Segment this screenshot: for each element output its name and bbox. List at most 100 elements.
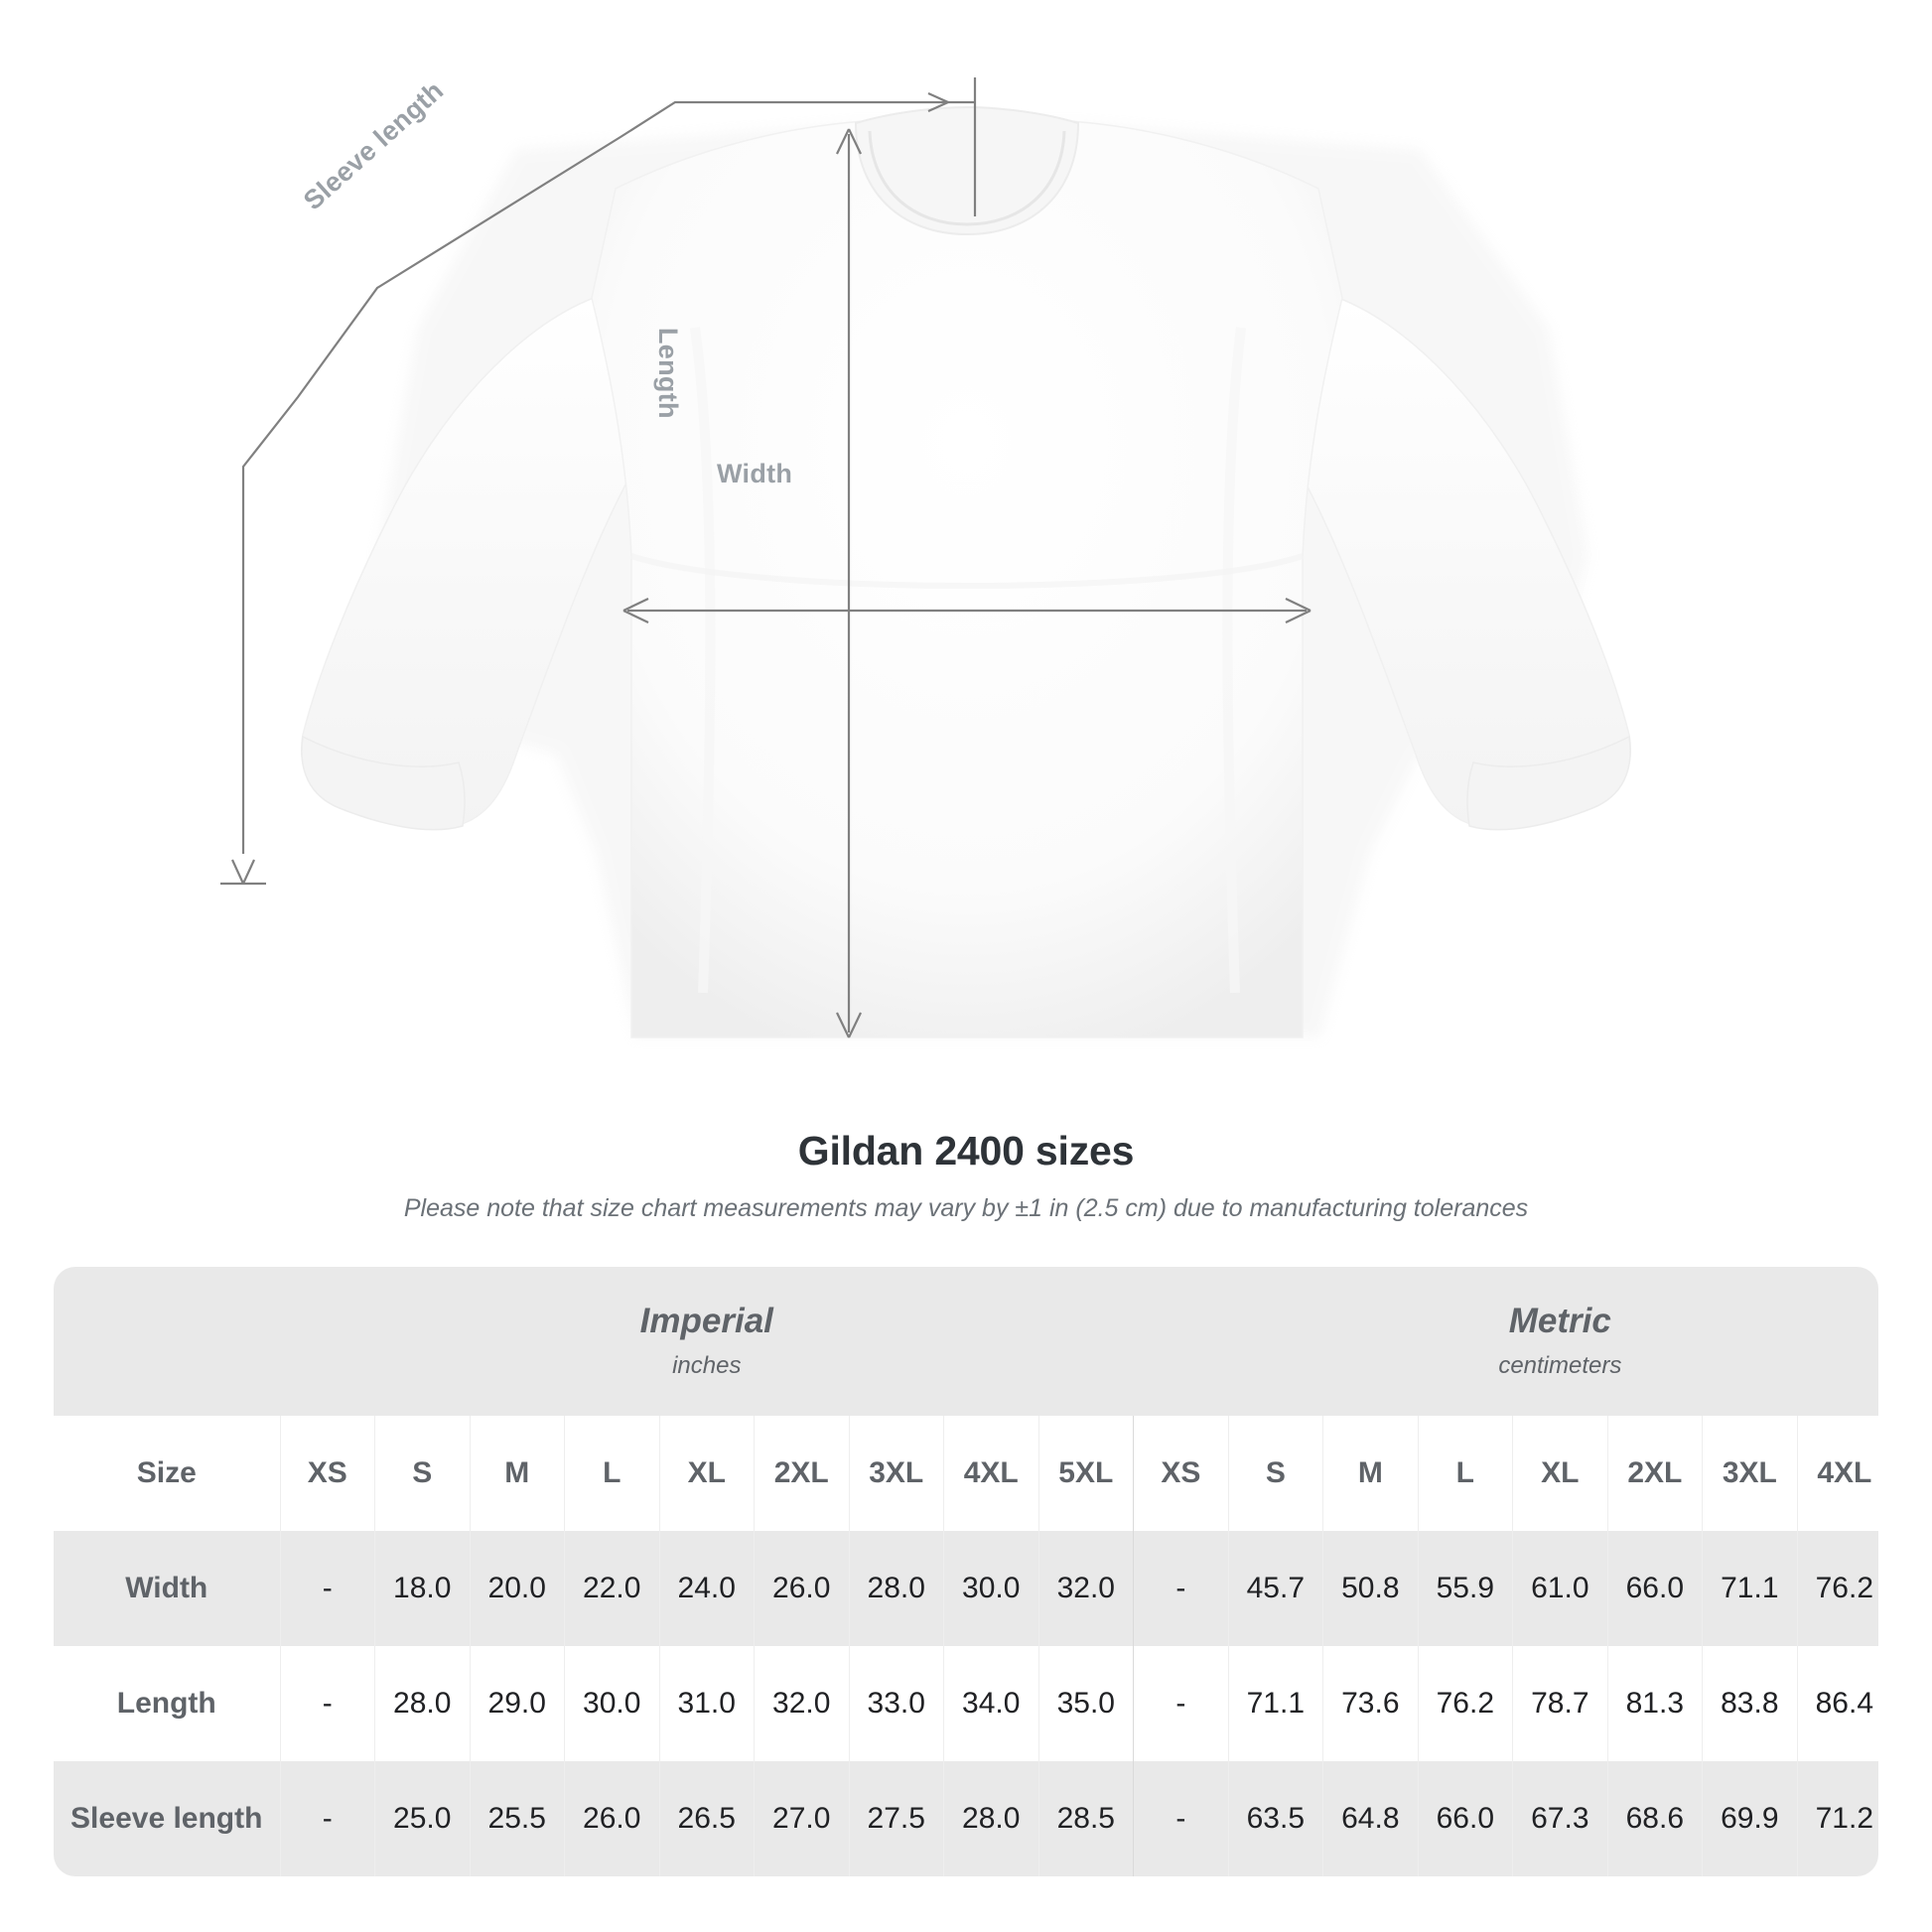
cell-value: 64.8	[1322, 1761, 1419, 1876]
page-title: Gildan 2400 sizes	[797, 1128, 1135, 1173]
shirt-diagram: Sleeve length Length Width	[220, 74, 1631, 1038]
size-header-row: SizeXSSMLXL2XL3XL4XL5XLXSSMLXL2XL3XL4XL5…	[54, 1416, 1878, 1531]
size-header-imperial-3xl: 3XL	[848, 1416, 944, 1531]
size-header-metric-4xl: 4XL	[1796, 1416, 1878, 1531]
size-column-header: Size	[54, 1416, 280, 1531]
cell-value: -	[279, 1761, 375, 1876]
sleeve-arrow-right	[927, 91, 949, 113]
size-header-imperial-5xl: 5XL	[1037, 1416, 1134, 1531]
cell-value: -	[1133, 1761, 1229, 1876]
size-header-imperial-4xl: 4XL	[943, 1416, 1038, 1531]
cell-value: 71.2	[1796, 1761, 1878, 1876]
unit-group-imperial: Imperial inches	[280, 1267, 1134, 1416]
cell-value: 30.0	[564, 1646, 659, 1761]
cell-value: 24.0	[658, 1531, 755, 1646]
table-row: Sleeve length -25.0 25.5 26.0 26.5 27.0 27.5 28…	[54, 1761, 1878, 1876]
cell-value: 69.9	[1702, 1761, 1798, 1876]
size-header-imperial-2xl: 2XL	[754, 1416, 849, 1531]
size-header-imperial-s: S	[374, 1416, 470, 1531]
cell-value: 78.7	[1512, 1646, 1608, 1761]
left-cuff	[301, 735, 466, 831]
cell-value: 30.0	[943, 1531, 1038, 1646]
cell-value: 76.2	[1417, 1646, 1513, 1761]
cell-value: 68.6	[1606, 1761, 1703, 1876]
size-header-imperial-m: M	[469, 1416, 565, 1531]
measurement-lines	[220, 77, 1311, 1038]
unit-group-subtitle: centimeters	[1498, 1352, 1622, 1380]
cell-value: 31.0	[658, 1646, 755, 1761]
unit-row-spacer	[54, 1267, 280, 1416]
size-header-metric-3xl: 3XL	[1702, 1416, 1798, 1531]
size-header-metric-xl: XL	[1512, 1416, 1608, 1531]
cell-value: 27.5	[848, 1761, 944, 1876]
width-arrow-left	[622, 598, 649, 623]
unit-group-subtitle: inches	[672, 1352, 742, 1380]
cell-value: 83.8	[1702, 1646, 1798, 1761]
cell-value: 29.0	[469, 1646, 565, 1761]
cell-value: 28.0	[943, 1761, 1038, 1876]
cell-value: 26.0	[564, 1761, 659, 1876]
right-cuff	[1466, 735, 1631, 831]
cell-value: 33.0	[848, 1646, 944, 1761]
cell-value: 45.7	[1227, 1531, 1323, 1646]
cell-value: 61.0	[1512, 1531, 1608, 1646]
cell-value: 25.0	[374, 1761, 470, 1876]
unit-group-name: Metric	[1508, 1301, 1611, 1340]
cell-value: 55.9	[1417, 1531, 1513, 1646]
table-row: Width -18.0 20.0 22.0 24.0 26.0 28.0 30.0 32.0-4…	[54, 1531, 1878, 1646]
row-label-sleeve-length: Sleeve length	[54, 1761, 280, 1876]
size-header-metric-s: S	[1227, 1416, 1323, 1531]
cell-value: 81.3	[1606, 1646, 1703, 1761]
cell-value: 28.5	[1037, 1761, 1134, 1876]
shirt-body	[591, 120, 1343, 1038]
cell-value: 26.0	[754, 1531, 849, 1646]
tolerance-note: Please note that size chart measurements…	[403, 1194, 1529, 1222]
size-table: Imperial inches Metric centimeters Size XS S M L…	[54, 1267, 1878, 1876]
cell-value: -	[279, 1646, 375, 1761]
size-header-imperial-xl: XL	[658, 1416, 755, 1531]
size-header-metric-2xl: 2XL	[1606, 1416, 1703, 1531]
unit-group-metric: Metric centimeters	[1133, 1267, 1878, 1416]
cell-value: 20.0	[469, 1531, 565, 1646]
cell-value: 18.0	[374, 1531, 470, 1646]
row-label-length: Length	[54, 1646, 280, 1761]
sleeve-length-line	[241, 100, 849, 854]
cell-value: 67.3	[1512, 1761, 1608, 1876]
cell-value: 27.0	[754, 1761, 849, 1876]
size-header-imperial-l: L	[564, 1416, 659, 1531]
unit-group-row: Imperial inches Metric centimeters	[54, 1267, 1878, 1416]
size-header-metric-xs: XS	[1133, 1416, 1229, 1531]
unit-group-name: Imperial	[639, 1301, 773, 1340]
cell-value: 32.0	[754, 1646, 849, 1761]
cell-value: -	[1133, 1646, 1229, 1761]
length-arrow-bottom	[836, 1012, 862, 1038]
length-label: Length	[653, 328, 683, 419]
cell-value: 25.5	[469, 1761, 565, 1876]
cell-value: 28.0	[374, 1646, 470, 1761]
cell-value: 66.0	[1417, 1761, 1513, 1876]
size-header-metric-l: L	[1417, 1416, 1513, 1531]
size-header-imperial-xs: XS	[279, 1416, 375, 1531]
size-table-container: Imperial inches Metric centimeters Size XS S M L…	[54, 1267, 1878, 1876]
size-header-metric-m: M	[1322, 1416, 1419, 1531]
row-label-width: Width	[54, 1531, 280, 1646]
cell-value: 76.2	[1796, 1531, 1878, 1646]
cell-value: 28.0	[848, 1531, 944, 1646]
cell-value: 32.0	[1037, 1531, 1134, 1646]
chart-title-block: Gildan 2400 sizes Please note that size …	[0, 1122, 1932, 1223]
cell-value: 71.1	[1227, 1646, 1323, 1761]
length-arrow-top	[836, 128, 862, 155]
cell-value: 63.5	[1227, 1761, 1323, 1876]
cell-value: 86.4	[1796, 1646, 1878, 1761]
cell-value: 34.0	[943, 1646, 1038, 1761]
width-arrow-right	[1285, 598, 1311, 623]
shirt-illustration	[220, 77, 1631, 1038]
table-row: Length -28.0 29.0 30.0 31.0 32.0 33.0 34.0 35.0-…	[54, 1646, 1878, 1761]
shirt-collar	[854, 105, 1080, 236]
cell-value: -	[279, 1531, 375, 1646]
cell-value: -	[1133, 1531, 1229, 1646]
cell-value: 71.1	[1702, 1531, 1798, 1646]
cell-value: 35.0	[1037, 1646, 1134, 1761]
cell-value: 73.6	[1322, 1646, 1419, 1761]
cell-value: 22.0	[564, 1531, 659, 1646]
